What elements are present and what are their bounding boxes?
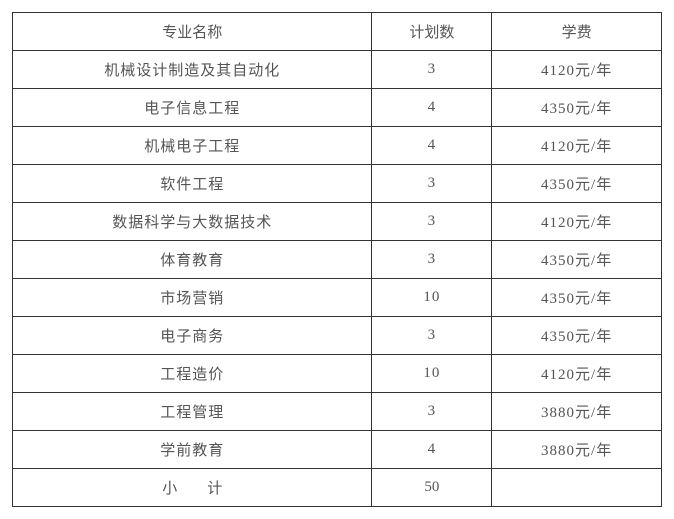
table-row: 电子信息工程44350元/年 bbox=[13, 89, 662, 127]
cell-major-name: 电子商务 bbox=[13, 317, 372, 355]
table-header-row: 专业名称 计划数 学费 bbox=[13, 13, 662, 51]
cell-tuition: 4120元/年 bbox=[492, 127, 662, 165]
cell-plan-count: 3 bbox=[372, 241, 492, 279]
table-row: 工程造价104120元/年 bbox=[13, 355, 662, 393]
cell-plan-count: 3 bbox=[372, 203, 492, 241]
cell-major-name: 电子信息工程 bbox=[13, 89, 372, 127]
cell-tuition: 4350元/年 bbox=[492, 279, 662, 317]
cell-tuition: 4120元/年 bbox=[492, 203, 662, 241]
table-row: 工程管理33880元/年 bbox=[13, 393, 662, 431]
header-plan-count: 计划数 bbox=[372, 13, 492, 51]
table-row: 体育教育34350元/年 bbox=[13, 241, 662, 279]
table-row: 机械设计制造及其自动化34120元/年 bbox=[13, 51, 662, 89]
cell-tuition: 3880元/年 bbox=[492, 431, 662, 469]
cell-major-name: 工程管理 bbox=[13, 393, 372, 431]
cell-tuition: 4120元/年 bbox=[492, 51, 662, 89]
cell-major-name: 机械电子工程 bbox=[13, 127, 372, 165]
cell-tuition: 4350元/年 bbox=[492, 89, 662, 127]
cell-major-name: 机械设计制造及其自动化 bbox=[13, 51, 372, 89]
cell-plan-count: 3 bbox=[372, 51, 492, 89]
table-row: 数据科学与大数据技术34120元/年 bbox=[13, 203, 662, 241]
cell-plan-count: 3 bbox=[372, 317, 492, 355]
cell-tuition: 4350元/年 bbox=[492, 317, 662, 355]
cell-plan-count: 3 bbox=[372, 393, 492, 431]
header-major-name: 专业名称 bbox=[13, 13, 372, 51]
cell-major-name: 学前教育 bbox=[13, 431, 372, 469]
majors-table: 专业名称 计划数 学费 机械设计制造及其自动化34120元/年电子信息工程443… bbox=[12, 12, 662, 507]
table-row: 软件工程34350元/年 bbox=[13, 165, 662, 203]
cell-plan-count: 3 bbox=[372, 165, 492, 203]
footer-fee bbox=[492, 469, 662, 507]
cell-plan-count: 4 bbox=[372, 89, 492, 127]
footer-total: 50 bbox=[372, 469, 492, 507]
table-row: 学前教育43880元/年 bbox=[13, 431, 662, 469]
table-footer-row: 小 计 50 bbox=[13, 469, 662, 507]
cell-major-name: 工程造价 bbox=[13, 355, 372, 393]
cell-tuition: 4120元/年 bbox=[492, 355, 662, 393]
cell-plan-count: 10 bbox=[372, 279, 492, 317]
footer-label: 小 计 bbox=[13, 469, 372, 507]
cell-major-name: 数据科学与大数据技术 bbox=[13, 203, 372, 241]
cell-major-name: 软件工程 bbox=[13, 165, 372, 203]
header-tuition: 学费 bbox=[492, 13, 662, 51]
cell-major-name: 市场营销 bbox=[13, 279, 372, 317]
cell-tuition: 3880元/年 bbox=[492, 393, 662, 431]
table-row: 机械电子工程44120元/年 bbox=[13, 127, 662, 165]
cell-tuition: 4350元/年 bbox=[492, 241, 662, 279]
cell-plan-count: 4 bbox=[372, 127, 492, 165]
cell-plan-count: 10 bbox=[372, 355, 492, 393]
cell-tuition: 4350元/年 bbox=[492, 165, 662, 203]
table-row: 市场营销104350元/年 bbox=[13, 279, 662, 317]
cell-major-name: 体育教育 bbox=[13, 241, 372, 279]
cell-plan-count: 4 bbox=[372, 431, 492, 469]
table-row: 电子商务34350元/年 bbox=[13, 317, 662, 355]
